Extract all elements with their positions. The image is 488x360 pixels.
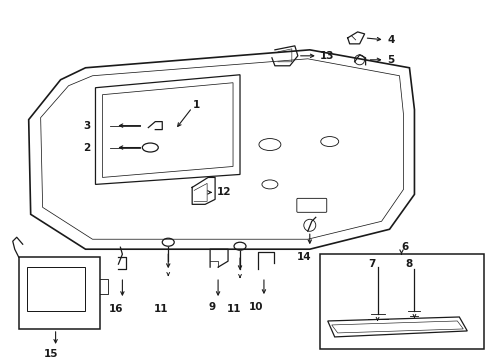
Text: 11: 11 xyxy=(154,304,168,314)
Bar xyxy=(27,267,84,311)
Text: 10: 10 xyxy=(248,302,263,312)
Text: 7: 7 xyxy=(367,259,374,269)
Text: 9: 9 xyxy=(208,302,215,312)
Text: 5: 5 xyxy=(387,55,394,65)
Text: 12: 12 xyxy=(217,188,231,197)
Text: 14: 14 xyxy=(296,252,310,262)
Bar xyxy=(19,257,100,329)
Text: 11: 11 xyxy=(226,304,241,314)
Text: 2: 2 xyxy=(83,143,90,153)
Text: 6: 6 xyxy=(401,242,408,252)
Text: 4: 4 xyxy=(387,35,394,45)
Text: 8: 8 xyxy=(405,259,412,269)
Text: 16: 16 xyxy=(109,304,123,314)
Text: 3: 3 xyxy=(83,121,90,131)
Text: 1: 1 xyxy=(193,100,200,110)
Text: 13: 13 xyxy=(319,51,334,61)
Text: 15: 15 xyxy=(43,349,58,359)
Bar xyxy=(319,254,483,349)
